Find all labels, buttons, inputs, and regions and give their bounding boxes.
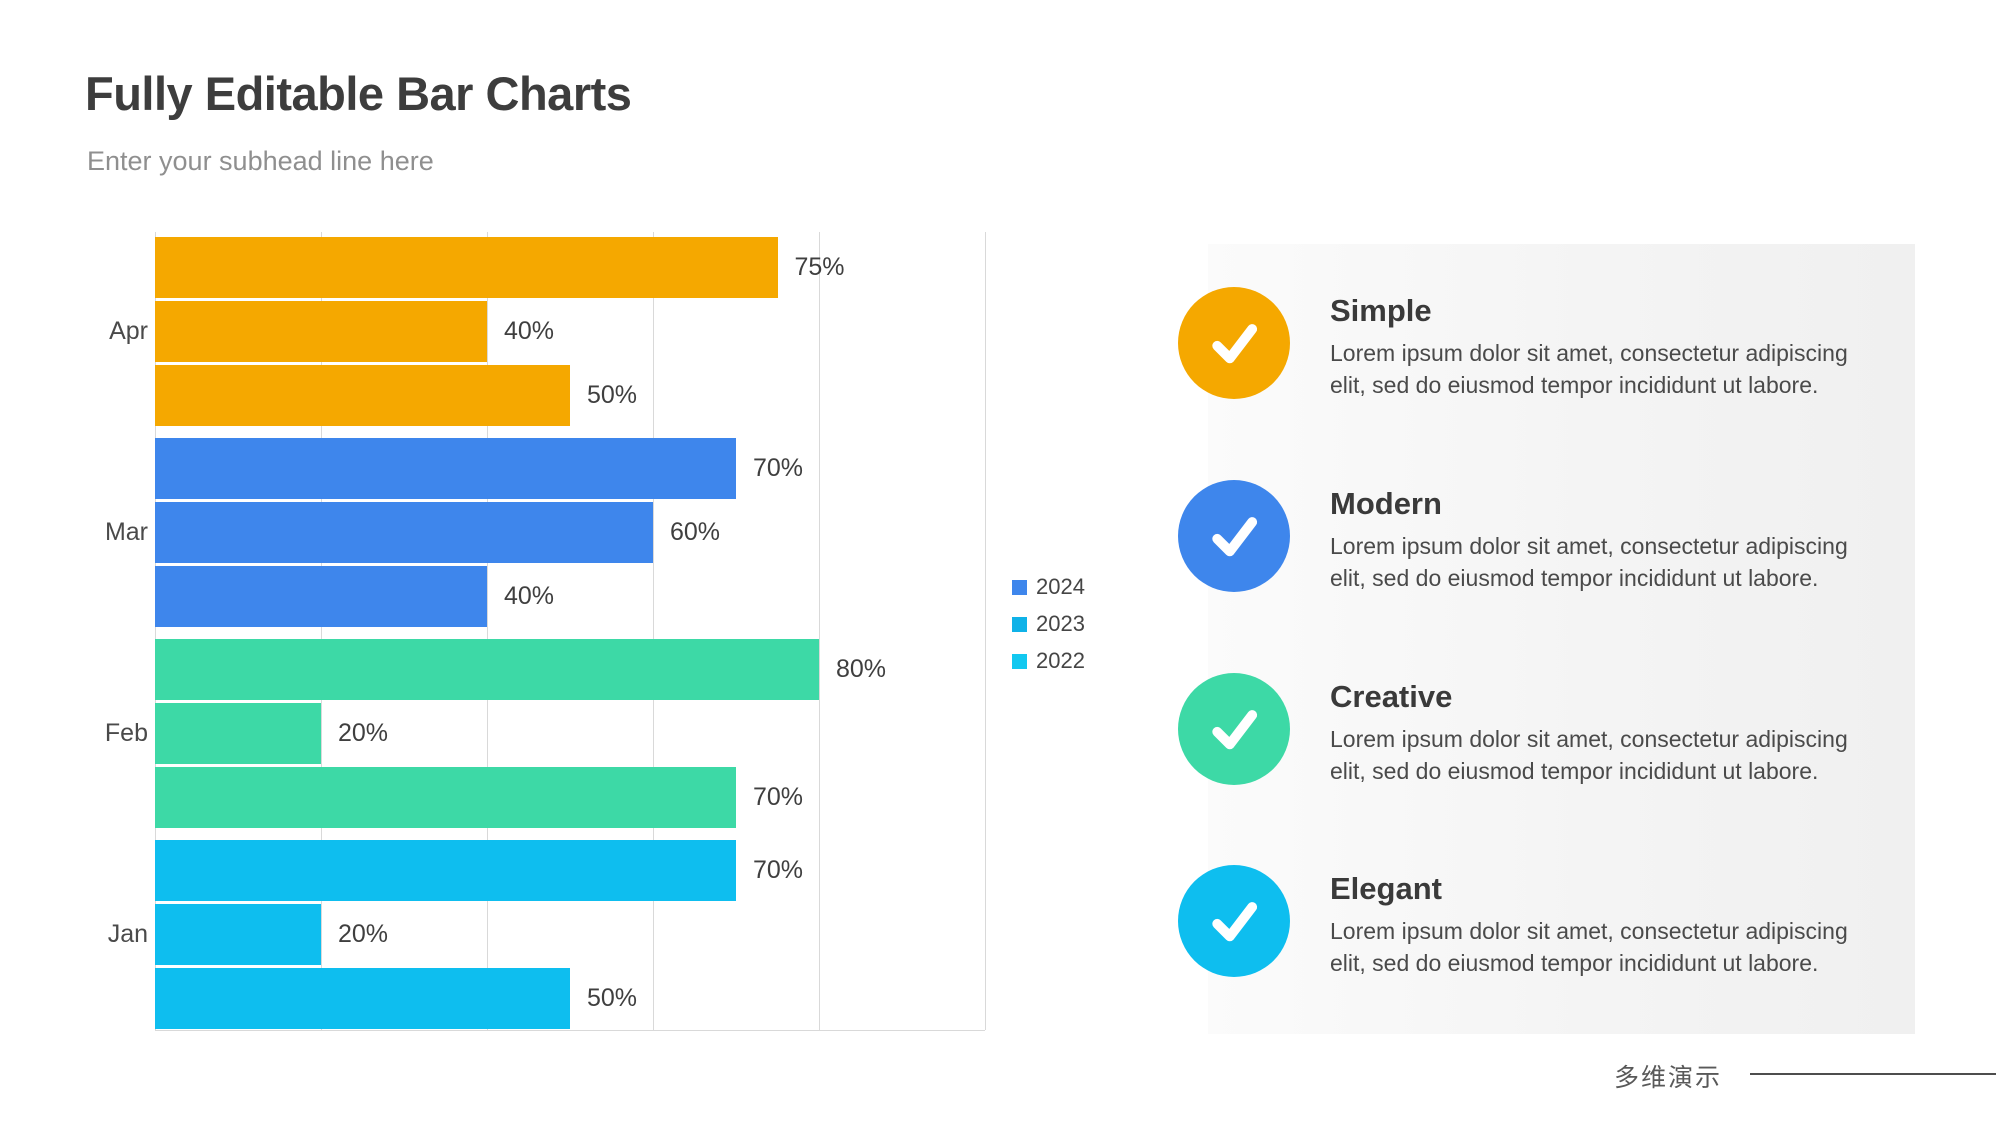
bar-value-label: 50%	[587, 381, 638, 409]
legend-label: 2024	[1036, 574, 1085, 599]
chart-gridline	[155, 232, 156, 1030]
legend-label: 2023	[1036, 611, 1085, 636]
legend-swatch	[1012, 579, 1027, 595]
legend-label: 2022	[1036, 648, 1085, 673]
feature-description-line: Lorem ipsum dolor sit amet, consectetur …	[1330, 340, 1848, 366]
chart-x-axis	[155, 1030, 985, 1031]
chart-bar	[155, 566, 487, 627]
footer-line	[1750, 1073, 1996, 1075]
feature-description-line: elit, sed do eiusmod tempor incididunt u…	[1330, 565, 1819, 591]
category-label: Apr	[109, 317, 148, 345]
chart-gridline	[487, 232, 488, 1030]
feature-description-line: Lorem ipsum dolor sit amet, consectetur …	[1330, 726, 1848, 752]
chart-bar	[155, 502, 653, 563]
chart-gridline	[321, 232, 322, 1030]
chart-bar	[155, 767, 736, 828]
check-icon	[1178, 673, 1290, 785]
legend-swatch	[1012, 616, 1027, 632]
category-label: Jan	[107, 920, 148, 948]
check-icon	[1178, 287, 1290, 399]
feature-item: Modern Lorem ipsum dolor sit amet, consec…	[1178, 480, 1918, 592]
feature-description: Lorem ipsum dolor sit amet, consectetur …	[1330, 337, 1848, 401]
feature-description-line: elit, sed do eiusmod tempor incididunt u…	[1330, 372, 1819, 398]
chart-bar	[155, 438, 736, 499]
feature-description-line: elit, sed do eiusmod tempor incididunt u…	[1330, 758, 1819, 784]
chart-bar	[155, 904, 321, 965]
legend-item: 2023	[1012, 611, 1085, 637]
feature-title: Modern	[1330, 486, 1442, 521]
chart-bar	[155, 365, 570, 426]
bar-value-label: 20%	[338, 920, 389, 948]
chart-bar	[155, 968, 570, 1029]
feature-item: Elegant Lorem ipsum dolor sit amet, conse…	[1178, 865, 1918, 977]
legend-item: 2022	[1012, 648, 1085, 674]
bar-value-label: 80%	[836, 655, 887, 683]
chart-bar	[155, 703, 321, 764]
chart-bar	[155, 301, 487, 362]
category-label: Mar	[104, 518, 148, 546]
feature-title: Creative	[1330, 679, 1453, 714]
features-panel	[1208, 244, 1915, 1034]
bar-value-label: 70%	[753, 454, 804, 482]
page-subtitle: Enter your subhead line here	[87, 146, 434, 176]
legend-item: 2024	[1012, 574, 1085, 600]
brand-text: 多维演示	[1614, 1064, 1723, 1092]
feature-description-line: elit, sed do eiusmod tempor incididunt u…	[1330, 950, 1819, 976]
page-title: Fully Editable Bar Charts	[85, 67, 632, 120]
bar-value-label: 60%	[670, 518, 721, 546]
check-icon	[1178, 865, 1290, 977]
feature-description-line: Lorem ipsum dolor sit amet, consectetur …	[1330, 918, 1848, 944]
check-icon	[1178, 480, 1290, 592]
feature-title: Elegant	[1330, 871, 1442, 906]
legend-swatch	[1012, 653, 1027, 669]
chart-bar	[155, 840, 736, 901]
feature-description: Lorem ipsum dolor sit amet, consectetur …	[1330, 723, 1848, 787]
bar-value-label: 20%	[338, 719, 389, 747]
bar-value-label: 40%	[504, 582, 555, 610]
feature-item: Simple Lorem ipsum dolor sit amet, consec…	[1178, 287, 1918, 399]
bar-value-label: 50%	[587, 984, 638, 1012]
chart-legend: 2024 2023 2022	[1012, 574, 1085, 685]
chart-gridline	[819, 232, 820, 1030]
feature-description: Lorem ipsum dolor sit amet, consectetur …	[1330, 530, 1848, 594]
chart-gridline	[653, 232, 654, 1030]
feature-title: Simple	[1330, 293, 1432, 328]
bar-chart: 75% 40% 50% Apr 70% 60% 40% Mar 80% 20% 70% Feb 70% 2…	[104, 232, 986, 1031]
feature-description-line: Lorem ipsum dolor sit amet, consectetur …	[1330, 533, 1848, 559]
feature-item: Creative Lorem ipsum dolor sit amet, cons…	[1178, 673, 1918, 785]
chart-bar	[155, 237, 778, 298]
bar-value-label: 75%	[794, 253, 845, 281]
category-label: Feb	[104, 719, 148, 747]
bar-value-label: 70%	[753, 783, 804, 811]
bar-value-label: 70%	[753, 856, 804, 884]
bar-value-label: 40%	[504, 317, 555, 345]
chart-bar	[155, 639, 819, 700]
chart-gridline	[985, 232, 986, 1030]
feature-description: Lorem ipsum dolor sit amet, consectetur …	[1330, 915, 1848, 979]
